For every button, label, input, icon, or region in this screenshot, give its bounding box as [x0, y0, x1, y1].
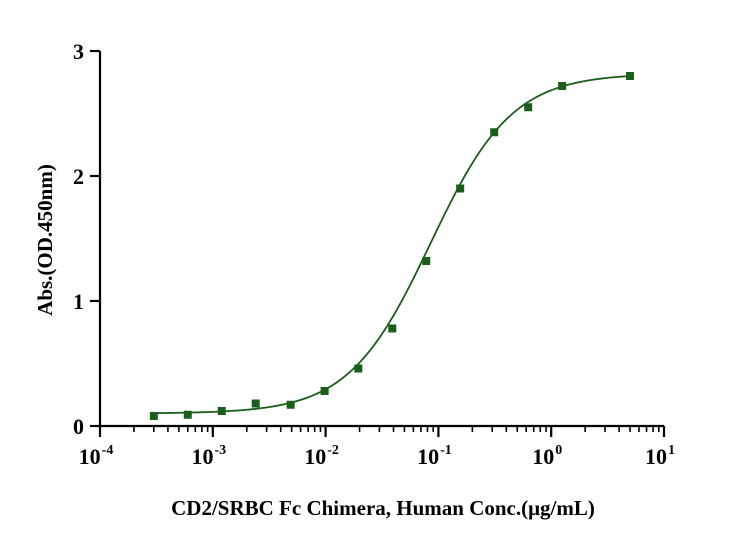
x-tick-label: 101 — [645, 443, 675, 469]
y-tick-label: 3 — [73, 39, 84, 64]
y-tick-label: 1 — [73, 289, 84, 314]
data-point — [524, 103, 533, 112]
y-axis-label: Abs.(OD.450nm) — [33, 164, 57, 316]
x-tick-label: 10-4 — [79, 443, 114, 469]
data-points — [149, 72, 635, 420]
data-point — [422, 257, 431, 265]
data-point — [626, 72, 635, 80]
data-point — [286, 400, 295, 409]
data-point — [558, 82, 567, 90]
y-tick-label: 2 — [73, 164, 84, 189]
data-point — [490, 128, 499, 137]
data-point — [217, 407, 226, 415]
x-tick-label: 10-2 — [304, 443, 339, 469]
x-tick-label: 100 — [532, 443, 562, 469]
data-point — [354, 364, 363, 373]
data-point — [251, 399, 260, 408]
x-tick-label: 10-3 — [191, 443, 226, 469]
axes — [90, 49, 666, 437]
fit-curve — [153, 75, 631, 415]
fit-curve-group — [153, 75, 631, 415]
x-tick-label: 10-1 — [417, 443, 452, 469]
tick-labels: 0 1 2 3 10-4 10-3 10-2 10-1 100 101 — [73, 39, 675, 469]
x-axis-label: CD2/SRBC Fc Chimera, Human Conc.(μg/mL) — [171, 496, 595, 520]
data-point — [456, 184, 465, 193]
y-tick-label: 0 — [73, 414, 84, 439]
data-point — [183, 410, 192, 419]
data-point — [149, 412, 158, 420]
data-point — [320, 387, 329, 395]
data-point — [388, 324, 397, 333]
